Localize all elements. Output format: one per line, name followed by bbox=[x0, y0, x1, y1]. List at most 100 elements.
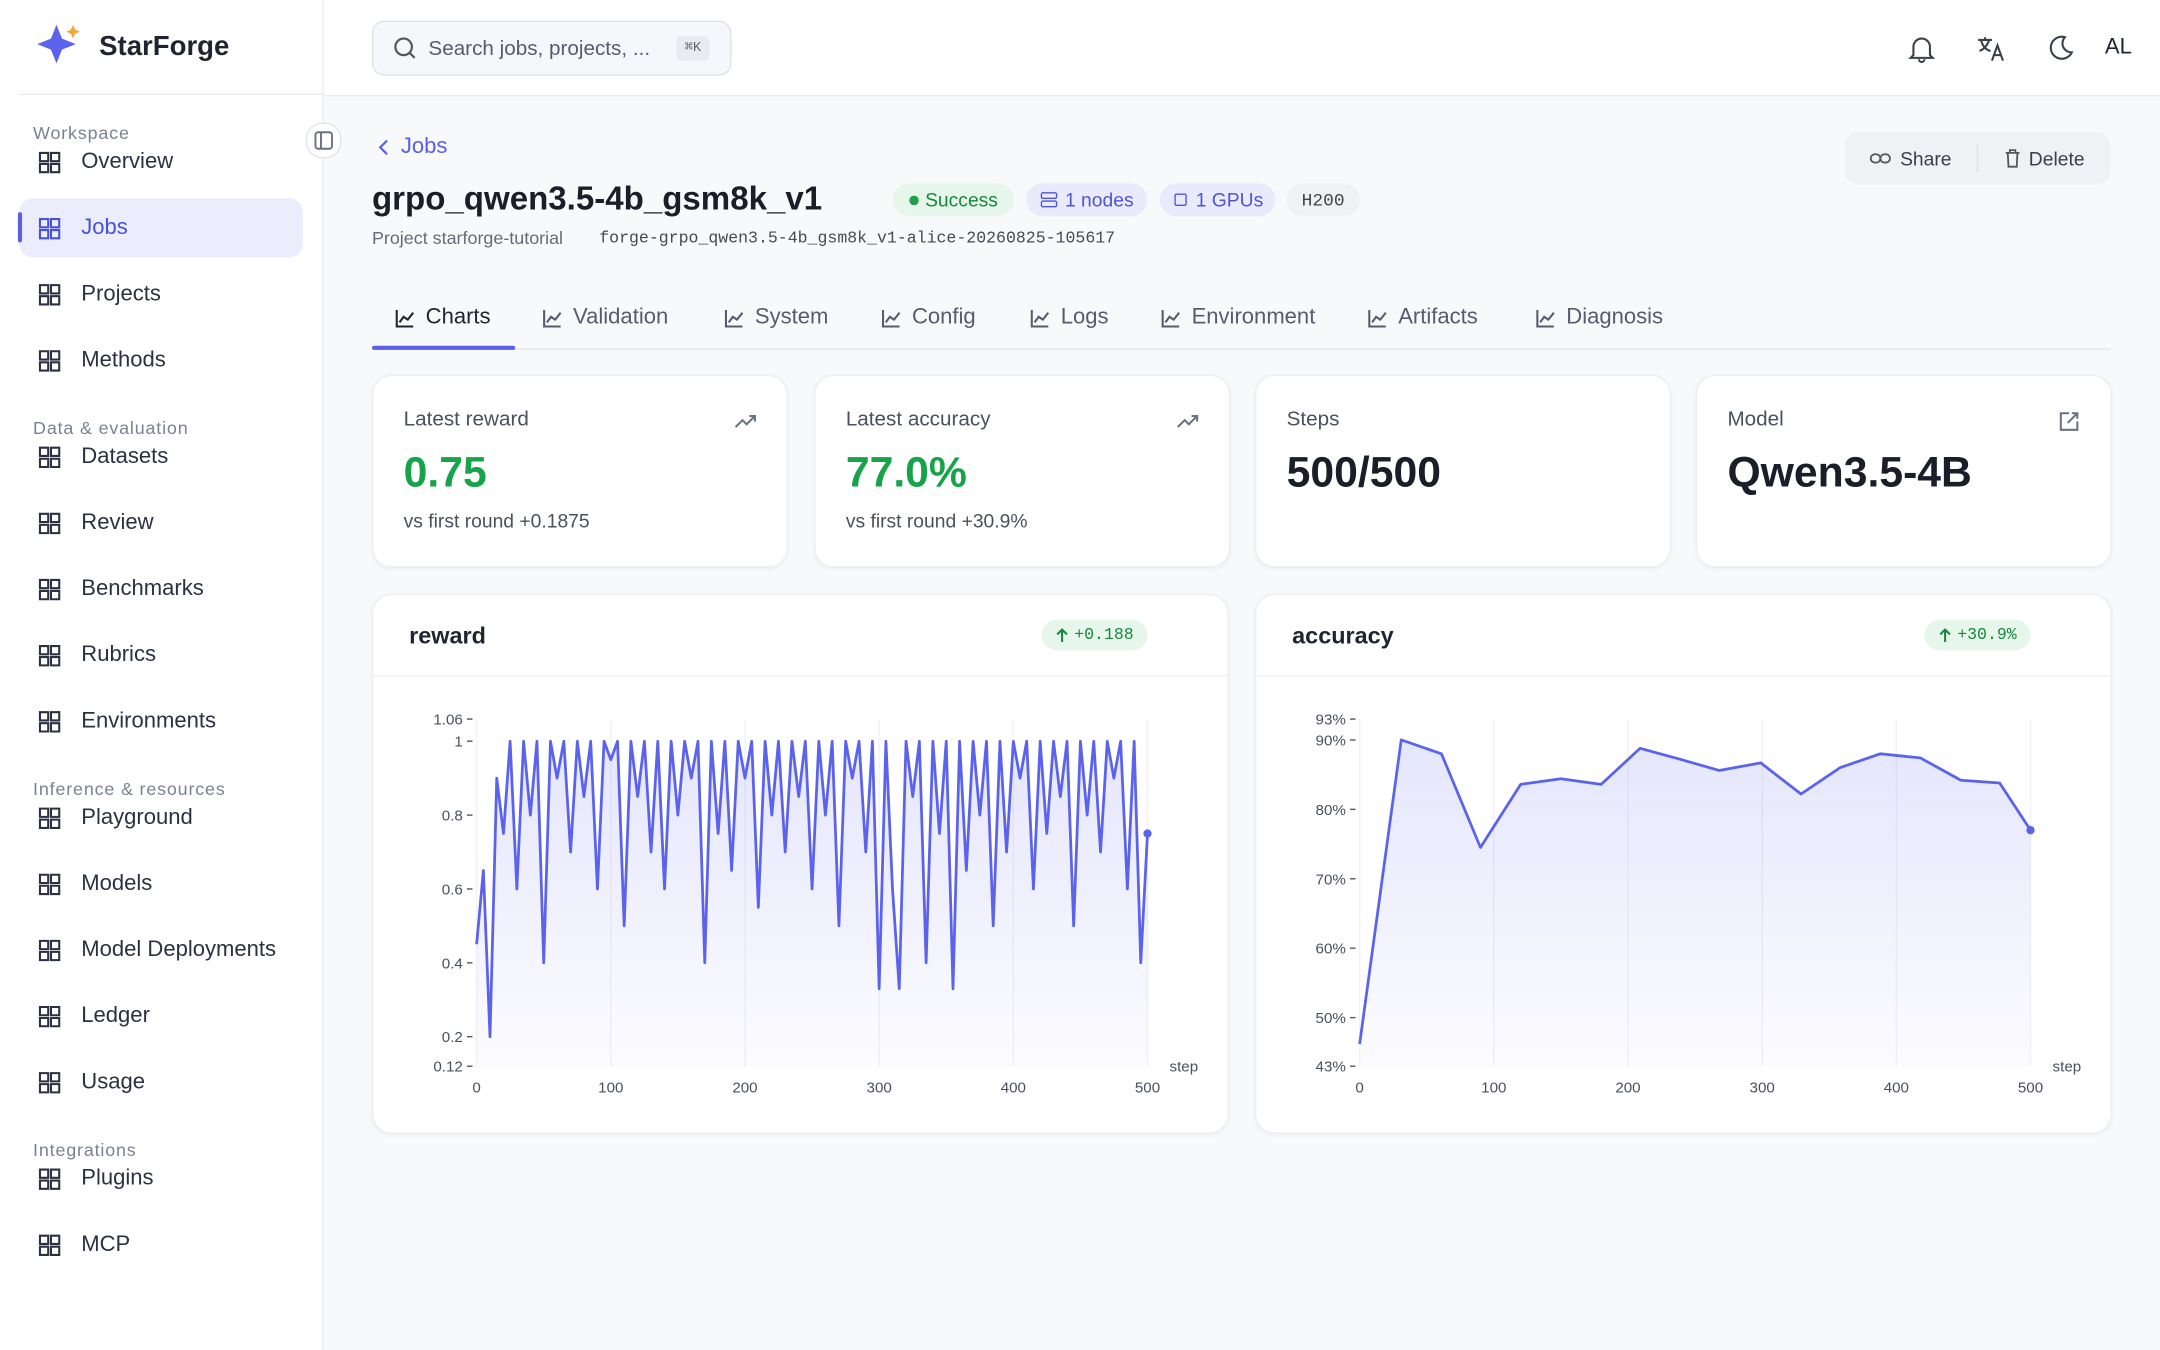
x-axis-label: step bbox=[2053, 1059, 2082, 1076]
breadcrumb[interactable]: Jobs bbox=[400, 135, 448, 159]
tab-label: System bbox=[754, 305, 829, 330]
tab[interactable]: Config bbox=[880, 302, 976, 335]
collapse-button[interactable] bbox=[305, 122, 342, 159]
icon bbox=[1056, 628, 1068, 642]
user-avatar[interactable]: AL bbox=[2104, 35, 2132, 60]
delta-badge: +30.9% bbox=[1924, 619, 2031, 651]
logo bbox=[37, 24, 80, 64]
nav-label: Ledger bbox=[81, 1003, 150, 1027]
icon bbox=[38, 283, 61, 305]
sidebar: StarForge Workspace Overview Jobs Projects M… bbox=[0, 0, 324, 1350]
tab-underline bbox=[371, 345, 516, 350]
y-tick-label: 60% bbox=[1316, 941, 1346, 958]
tab[interactable]: Diagnosis bbox=[1535, 302, 1663, 335]
icon-path bbox=[1056, 628, 1068, 642]
nav-item[interactable]: Projects bbox=[19, 264, 303, 323]
divider bbox=[373, 675, 1228, 677]
nav-label: Methods bbox=[81, 347, 166, 372]
icon bbox=[734, 414, 756, 428]
tab[interactable]: System bbox=[723, 302, 828, 335]
x-tick-label: 500 bbox=[1135, 1079, 1160, 1096]
icon-path bbox=[395, 309, 415, 328]
icon-path bbox=[1536, 309, 1555, 328]
translate-icon[interactable] bbox=[1975, 33, 2005, 63]
icon-path bbox=[38, 445, 61, 468]
tab[interactable]: Charts bbox=[394, 302, 491, 335]
stat-card: Latest reward 0.75 vs first round +0.1875 bbox=[371, 374, 788, 568]
y-tick-label: 0.12 bbox=[433, 1059, 462, 1076]
icon bbox=[38, 349, 61, 371]
nav-item[interactable]: Jobs bbox=[19, 198, 304, 258]
section-label: Inference & resources bbox=[33, 778, 226, 799]
icon-path bbox=[543, 309, 562, 328]
nav-label: Plugins bbox=[81, 1166, 154, 1190]
nav-item[interactable]: Rubrics bbox=[19, 625, 303, 684]
button-text: Share bbox=[1900, 147, 1952, 170]
tab[interactable]: Environment bbox=[1160, 302, 1315, 335]
tab-label: Charts bbox=[425, 305, 491, 330]
nav-item[interactable]: Methods bbox=[19, 331, 303, 390]
area bbox=[1359, 739, 2031, 1067]
tab-label: Logs bbox=[1060, 305, 1109, 330]
icon bbox=[724, 309, 744, 328]
project: Project starforge-tutorial bbox=[371, 227, 564, 248]
nav-item[interactable]: Ledger bbox=[19, 986, 303, 1045]
stat-label: Latest accuracy bbox=[845, 407, 991, 432]
bell-icon[interactable] bbox=[1907, 33, 1937, 63]
nav-item[interactable]: Plugins bbox=[19, 1149, 303, 1208]
icon bbox=[38, 806, 61, 829]
x-tick-label: 100 bbox=[1481, 1079, 1506, 1096]
tab[interactable]: Artifacts bbox=[1367, 302, 1478, 335]
icon bbox=[1030, 309, 1050, 328]
nav-item[interactable]: Usage bbox=[19, 1052, 303, 1111]
icon-path bbox=[724, 309, 744, 328]
icon-path bbox=[38, 1005, 61, 1027]
tab-label: Environment bbox=[1191, 305, 1316, 330]
tab-label: Config bbox=[911, 305, 976, 330]
x-tick-label: 300 bbox=[1750, 1079, 1775, 1096]
badge-text: 1 nodes bbox=[1064, 188, 1134, 211]
icon bbox=[38, 512, 61, 534]
gpus-badge: 1 GPUs bbox=[1159, 183, 1276, 217]
nav-item[interactable]: Environments bbox=[19, 692, 303, 751]
line bbox=[475, 739, 1149, 1039]
nav-label: MCP bbox=[81, 1232, 131, 1256]
icon bbox=[38, 710, 61, 732]
icon bbox=[1536, 309, 1555, 328]
nav-item[interactable]: Playground bbox=[19, 788, 303, 847]
search[interactable]: Search jobs, projects, ... ⌘K bbox=[371, 20, 732, 76]
nav-item[interactable]: Datasets bbox=[19, 427, 303, 486]
nav-item[interactable]: Review bbox=[19, 493, 303, 552]
nav-label: Projects bbox=[81, 281, 161, 306]
section-label: Integrations bbox=[33, 1139, 137, 1160]
tab[interactable]: Validation bbox=[541, 302, 668, 335]
nav-item[interactable]: Model Deployments bbox=[19, 920, 303, 979]
icon-path bbox=[38, 644, 61, 666]
share-button[interactable]: Share bbox=[1845, 132, 1977, 184]
stat-value: 0.75 bbox=[403, 447, 487, 496]
icon bbox=[543, 309, 562, 328]
theme-icon[interactable] bbox=[2044, 33, 2074, 63]
icon bbox=[38, 151, 61, 173]
y-tick-label: 1.06 bbox=[433, 712, 462, 729]
nav-item[interactable]: MCP bbox=[19, 1215, 303, 1274]
delete-button[interactable]: Delete bbox=[1978, 132, 2110, 184]
nav-label: Usage bbox=[81, 1069, 145, 1094]
nav-label: Review bbox=[81, 510, 154, 534]
icon-path bbox=[38, 512, 61, 534]
icon bbox=[395, 309, 415, 328]
nav-item[interactable]: Overview bbox=[19, 132, 303, 191]
x-tick-label: 100 bbox=[598, 1079, 623, 1096]
icon bbox=[38, 1005, 61, 1027]
chart-card: accuracy +30.9% 43% 50% 60% 70% 80% 90% 93% 0 100 2… bbox=[1254, 593, 2112, 1134]
chart-title: reward bbox=[409, 622, 486, 649]
tab[interactable]: Logs bbox=[1029, 302, 1109, 335]
icon bbox=[38, 578, 61, 600]
nav-item[interactable]: Models bbox=[19, 854, 303, 913]
icon-path bbox=[1177, 414, 1199, 428]
nav-item[interactable]: Benchmarks bbox=[19, 559, 303, 618]
icon-path bbox=[1030, 309, 1050, 328]
y-tick-label: 43% bbox=[1316, 1059, 1346, 1076]
delta-text: +30.9% bbox=[1957, 625, 2017, 645]
